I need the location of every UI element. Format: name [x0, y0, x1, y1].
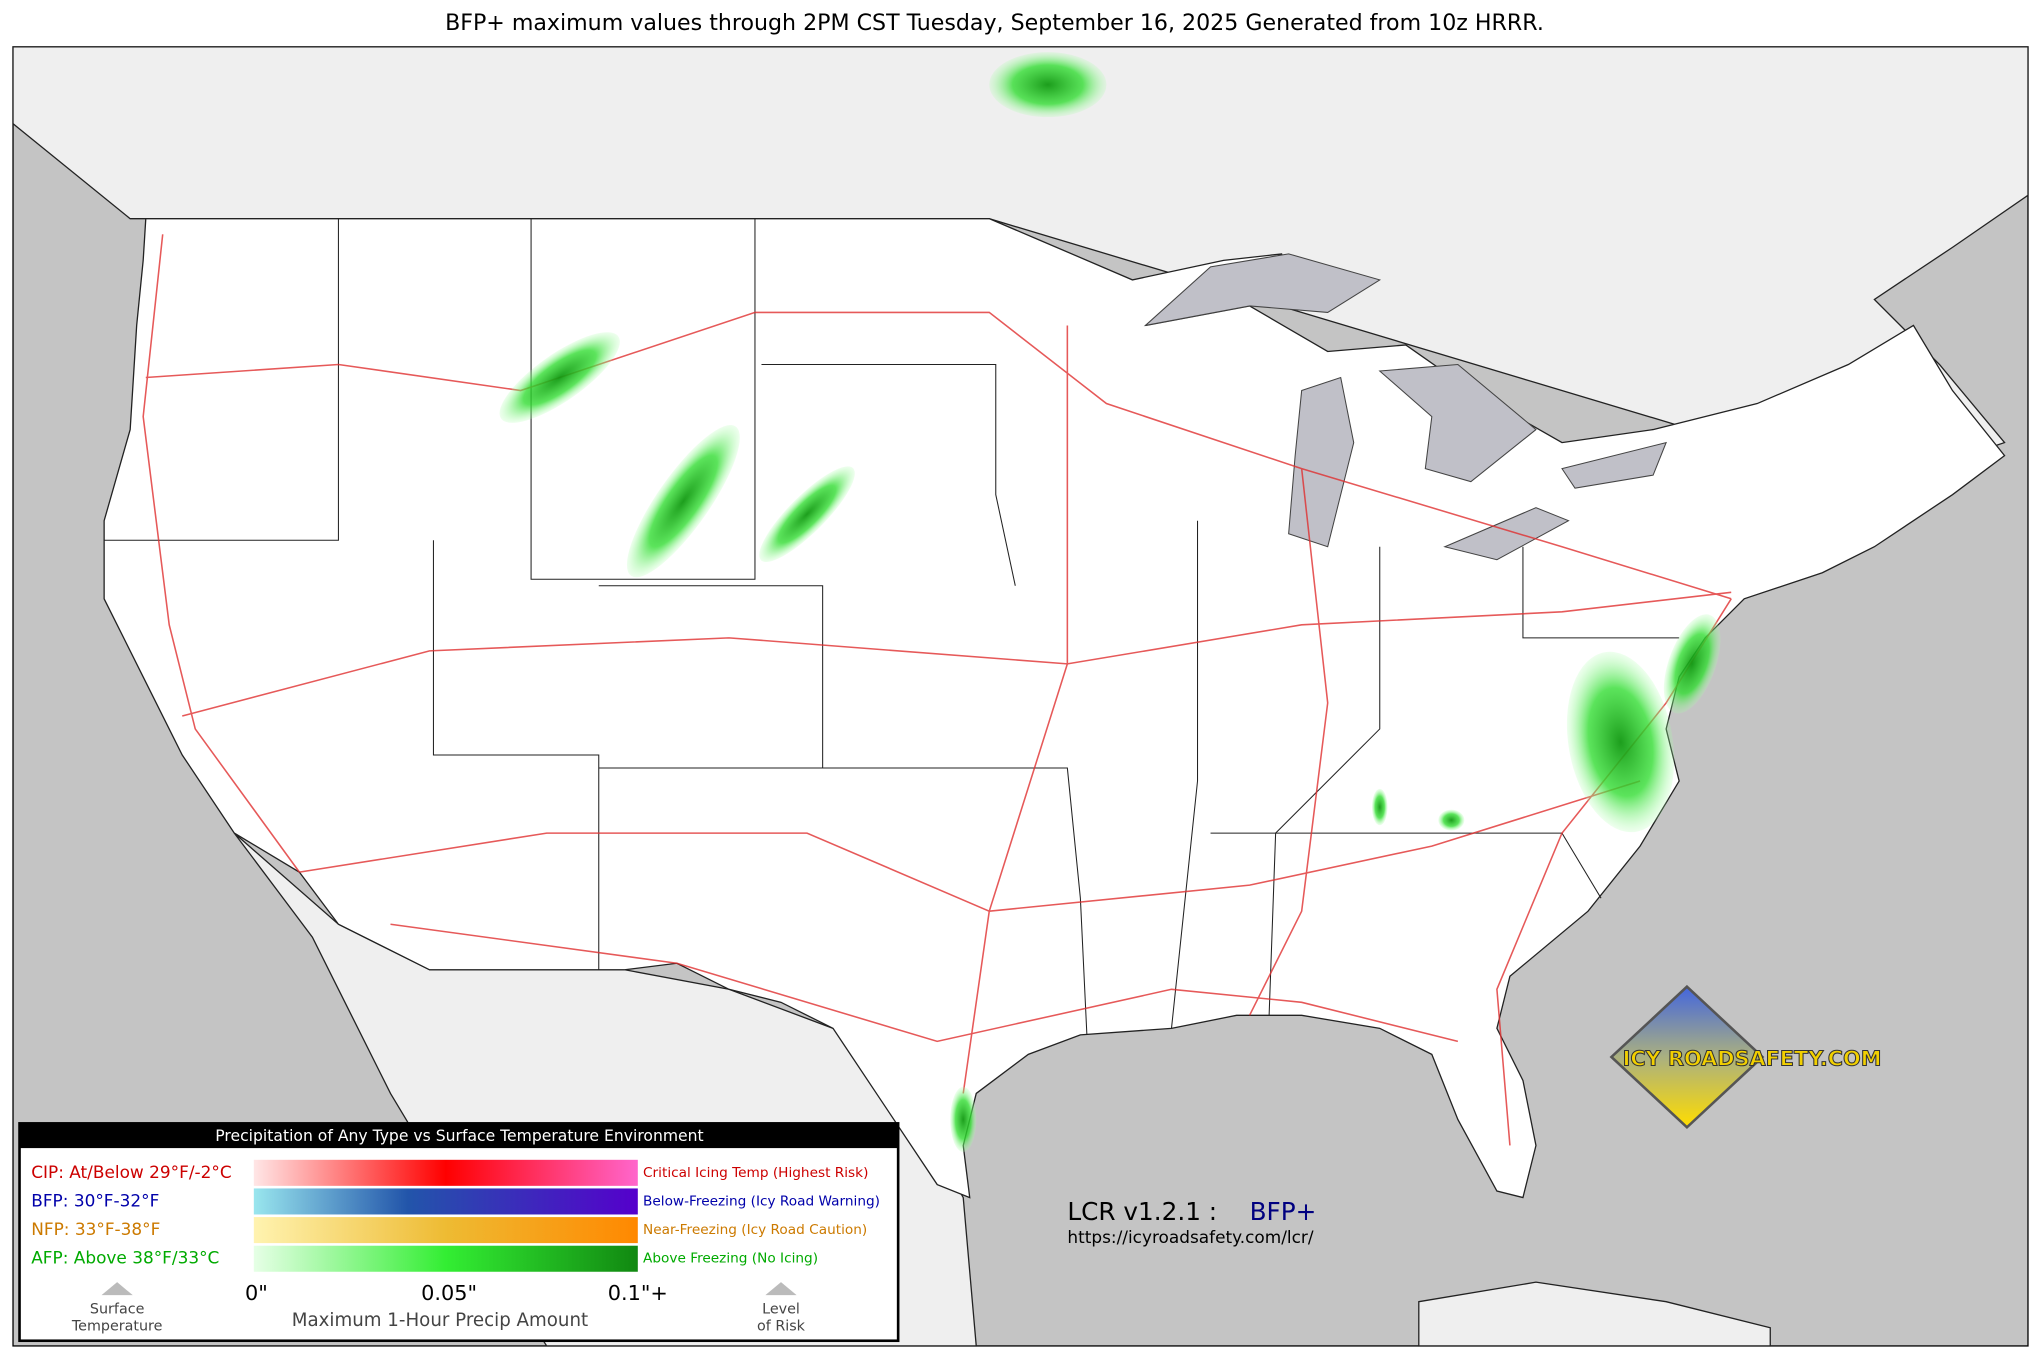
precipitation: [499, 52, 1721, 1153]
legend-label: BFP: 30°F-32°F: [31, 1190, 159, 1210]
scale-label: 0.05": [421, 1281, 477, 1305]
lake-ontario: [1561, 441, 1667, 489]
legend-label: NFP: 33°F-38°F: [31, 1219, 160, 1239]
road: [145, 311, 1732, 600]
precip-area: [1663, 614, 1721, 714]
map-title: BFP+ maximum values through 2PM CST Tues…: [445, 10, 1544, 36]
state-line: [1170, 520, 1199, 1029]
legend-swatch: [253, 1159, 638, 1186]
road: [962, 325, 1069, 1094]
logo: ICY ROADSAFETY.COM: [1609, 984, 1882, 1130]
scale-label: 0": [245, 1281, 268, 1305]
state-line: [432, 540, 600, 970]
precip-area: [1371, 788, 1388, 826]
state-borders: [104, 218, 1680, 1035]
state-line: [1522, 546, 1680, 639]
caption-arrow: [101, 1282, 133, 1296]
legend-swatch: [253, 1217, 638, 1244]
precip-area: [499, 332, 620, 423]
version-url: https://icyroadsafety.com/lcr/: [1067, 1227, 1313, 1247]
logo-text: ICY ROADSAFETY.COM: [1623, 1047, 1882, 1071]
usa: [103, 218, 2006, 1199]
state-line: [104, 218, 339, 541]
road: [390, 923, 1459, 1043]
legend-title: Precipitation of Any Type vs Surface Tem…: [215, 1127, 703, 1145]
precip-area: [759, 466, 855, 562]
lake-superior: [1143, 253, 1382, 327]
caption: Surface: [90, 1302, 145, 1318]
lake-erie: [1443, 507, 1570, 561]
scale-label: 0.1"+: [608, 1281, 668, 1305]
legend-swatch: [253, 1188, 638, 1215]
cuba: [1418, 1281, 1771, 1347]
precip-area: [626, 425, 740, 578]
legend-label: AFP: Above 38°F/33°C: [31, 1248, 219, 1268]
legend: Precipitation of Any Type vs Surface Tem…: [18, 1122, 900, 1343]
logo-diamond: [1609, 984, 1765, 1130]
caption-arrow: [765, 1282, 797, 1296]
precip-area: [1438, 809, 1465, 831]
legend-description: Above Freezing (No Icing): [643, 1251, 818, 1267]
legend-description: Near-Freezing (Icy Road Caution): [643, 1222, 867, 1238]
legend-description: Critical Icing Temp (Highest Risk): [643, 1165, 868, 1181]
version-info: LCR v1.2.1 : BFP+ https://icyroadsafety.…: [1067, 1197, 1316, 1247]
road: [142, 234, 301, 873]
legend-label: CIP: At/Below 29°F/-2°C: [31, 1162, 231, 1182]
legend-swatch: [253, 1245, 638, 1272]
road: [1248, 468, 1329, 1016]
legend-description: Below-Freezing (Icy Road Warning): [643, 1193, 880, 1209]
state-line: [761, 363, 1016, 586]
caption: Level: [762, 1302, 800, 1318]
canada: [12, 46, 2029, 483]
version-product: BFP+: [1250, 1197, 1317, 1226]
lake-huron: [1378, 363, 1537, 483]
caption: of Risk: [757, 1318, 806, 1334]
state-line: [1268, 546, 1381, 1016]
precip-area: [989, 52, 1107, 118]
state-line: [598, 585, 824, 769]
version-prefix: LCR v1.2.1 :: [1067, 1197, 1217, 1226]
legend-header: [19, 1123, 899, 1149]
caption: Temperature: [71, 1318, 163, 1334]
scale-axis-label: Maximum 1-Hour Precip Amount: [292, 1310, 588, 1331]
interstates: [142, 234, 1732, 1146]
state-line: [791, 767, 1088, 1035]
precip-area: [950, 1086, 977, 1153]
precip-area: [1566, 651, 1675, 833]
